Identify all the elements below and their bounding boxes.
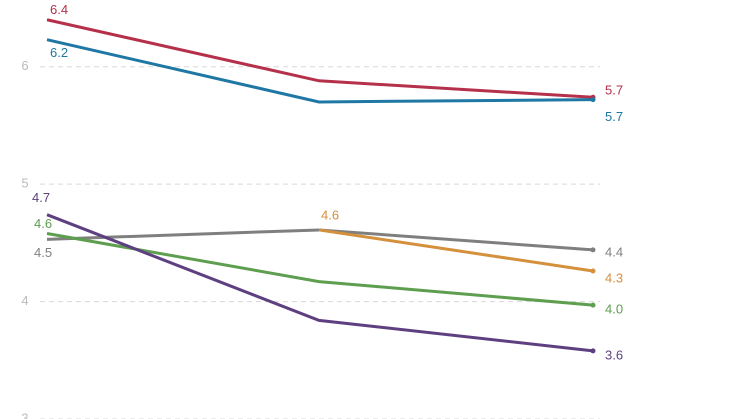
data-label: 4.3 [605,270,623,285]
end-point [590,247,596,253]
data-label: 3.6 [605,347,623,362]
series-line [318,228,594,273]
data-label: 5.7 [605,83,623,98]
y-tick-label: 6 [21,58,28,73]
end-point [590,348,596,354]
data-label: 5.7 [605,109,623,124]
y-tick-label: 5 [21,176,28,191]
end-point [590,268,596,274]
data-label: 4.5 [34,245,52,260]
series-line [46,38,594,104]
data-label: 4.7 [32,190,50,205]
end-point [590,97,596,103]
series-line [46,213,594,353]
data-label: 4.6 [34,216,52,231]
data-label: 4.4 [605,244,623,259]
data-label: 6.2 [50,45,68,60]
data-label: 4.6 [321,207,339,222]
y-tick-label: 4 [21,293,28,308]
data-label: 4.0 [605,302,623,317]
data-label: 6.4 [50,2,68,17]
series-line [46,18,594,99]
y-tick-label: 3 [21,410,28,419]
end-point [590,302,596,308]
